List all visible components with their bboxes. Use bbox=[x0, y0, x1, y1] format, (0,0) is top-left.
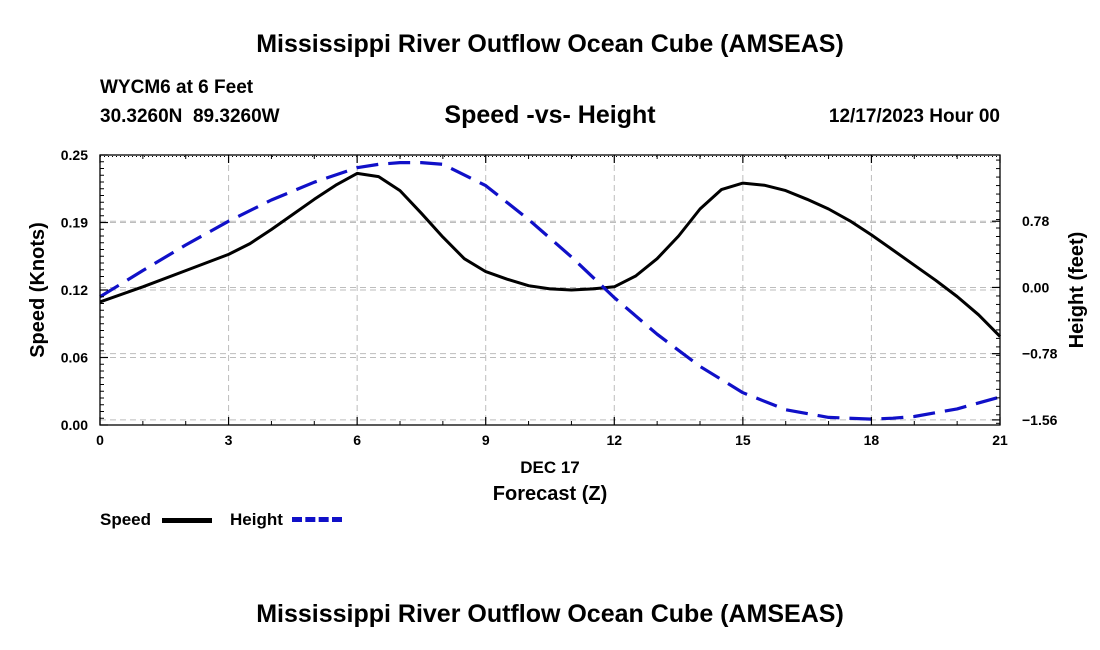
y2-axis-title: Height (feet) bbox=[1066, 232, 1088, 349]
series-layer bbox=[99, 161, 1002, 421]
station-label: WYCM6 at 6 Feet bbox=[100, 77, 254, 98]
x-tick-label: 21 bbox=[992, 432, 1008, 448]
x-tick-label: 0 bbox=[96, 432, 104, 448]
y-tick-label: 0.06 bbox=[61, 350, 88, 366]
y-tick-label: 0.19 bbox=[61, 215, 88, 231]
x-tick-label: 6 bbox=[353, 432, 361, 448]
x-tick-label: 18 bbox=[864, 432, 880, 448]
y-axis-title: Speed (Knots) bbox=[27, 222, 49, 358]
coordinates-label: 30.3260N 89.3260W bbox=[100, 106, 280, 127]
x-axis-date-label: DEC 17 bbox=[520, 458, 580, 477]
legend-height-swatch bbox=[292, 517, 342, 522]
chart-title: Speed -vs- Height bbox=[444, 101, 656, 129]
speed-series-line bbox=[99, 171, 1002, 338]
x-tick-label: 3 bbox=[225, 432, 233, 448]
y2-tick-label: 0.00 bbox=[1022, 279, 1049, 295]
axis-labels: 0 3 6 9 12 15 18 21 0.00 0.06 0.12 0.19 0.25 0.78 0.00… bbox=[27, 147, 1088, 505]
footer-title: Mississippi River Outflow Ocean Cube (AM… bbox=[256, 600, 844, 628]
y-tick-label: 0.12 bbox=[61, 282, 88, 298]
height-series-line bbox=[99, 161, 1001, 421]
legend-speed-label: Speed bbox=[100, 510, 152, 529]
page-title: Mississippi River Outflow Ocean Cube (AM… bbox=[256, 30, 844, 58]
forecast-date-label: 12/17/2023 Hour 00 bbox=[828, 106, 1000, 127]
legend-speed-swatch bbox=[162, 518, 212, 523]
x-tick-label: 9 bbox=[482, 432, 490, 448]
y2-tick-label: −0.78 bbox=[1022, 346, 1058, 362]
y-tick-label: 0.00 bbox=[61, 417, 88, 433]
y2-tick-label: 0.78 bbox=[1022, 213, 1049, 229]
x-axis-title: Forecast (Z) bbox=[493, 483, 607, 505]
axis-ticks bbox=[99, 154, 1001, 426]
y2-tick-label: −1.56 bbox=[1022, 412, 1058, 428]
x-tick-label: 15 bbox=[735, 432, 751, 448]
speed-height-chart: 0 3 6 9 12 15 18 21 0.00 0.06 0.12 0.19 0.25 0.78 0.00… bbox=[27, 147, 1088, 505]
y-tick-label: 0.25 bbox=[61, 147, 88, 163]
legend-height-label: Height bbox=[230, 510, 283, 529]
x-tick-label: 12 bbox=[606, 432, 622, 448]
